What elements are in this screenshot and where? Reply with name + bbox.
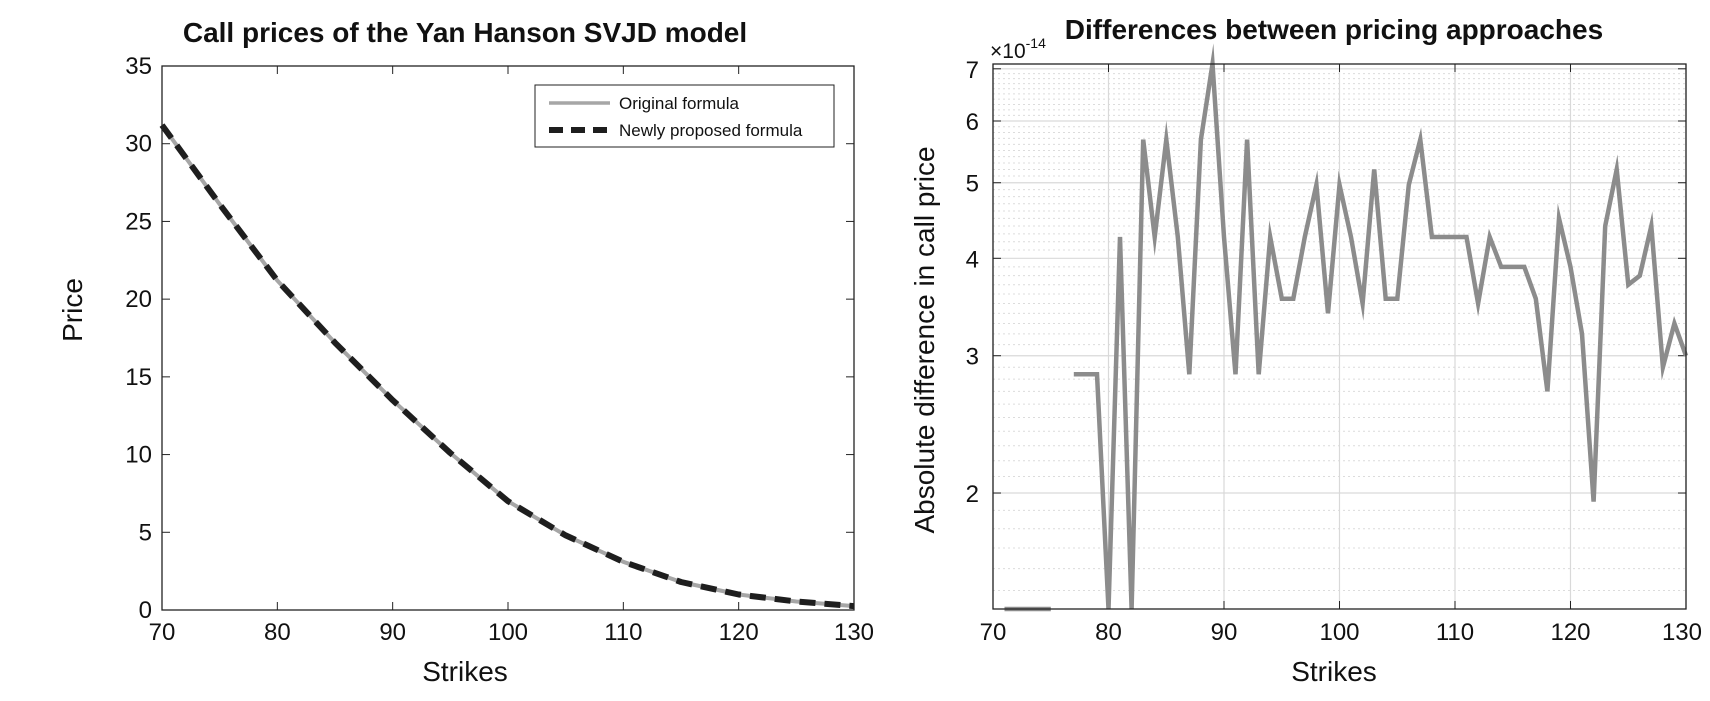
right-y-axis-label: Absolute difference in call price <box>909 146 940 533</box>
y-tick-label: 6 <box>966 109 979 136</box>
y-tick-label: 5 <box>139 519 152 546</box>
right-ticks: 70 80 90 100 110 120 130 2 3 4 5 6 7 <box>966 57 1702 646</box>
y-tick-label: 7 <box>966 57 979 84</box>
y-tick-label: 35 <box>125 53 152 80</box>
y-tick-label: 2 <box>966 481 979 508</box>
x-tick-label: 80 <box>1095 619 1122 646</box>
x-tick-label: 110 <box>1436 619 1474 646</box>
series-line-original <box>160 123 855 609</box>
right-grid <box>992 64 1687 609</box>
legend-label-original: Original formula <box>619 94 740 113</box>
left-ticks: 70 80 90 100 110 120 130 0 5 10 15 20 25 30 35 <box>125 53 874 646</box>
y-exponent-label: ×10-14 <box>990 35 1046 63</box>
x-tick-label: 70 <box>980 619 1007 646</box>
left-plot-frame <box>161 65 855 611</box>
left-lines <box>159 123 855 610</box>
x-tick-label: 130 <box>1662 619 1702 646</box>
x-tick-label: 120 <box>1550 619 1590 646</box>
y-tick-label: 15 <box>125 364 152 391</box>
y-tick-label: 3 <box>966 344 979 371</box>
x-tick-label: 120 <box>719 619 759 646</box>
left-x-axis-label: Strikes <box>422 656 508 687</box>
right-chart-title: Differences between pricing approaches <box>1065 14 1603 45</box>
right-plot-frame <box>992 63 1687 610</box>
x-tick-label: 90 <box>379 619 406 646</box>
right-x-axis-label: Strikes <box>1291 656 1377 687</box>
y-tick-label: 4 <box>966 246 979 273</box>
legend-label-newly-proposed: Newly proposed formula <box>619 121 803 140</box>
exponent-power: -14 <box>1026 35 1046 51</box>
left-y-axis-label: Price <box>57 278 88 342</box>
difference-series-line <box>1073 43 1689 610</box>
x-tick-label: 100 <box>488 619 528 646</box>
x-tick-label: 100 <box>1319 619 1359 646</box>
x-tick-label: 110 <box>604 619 642 646</box>
series-line-newly-proposed <box>159 123 855 610</box>
legend: Original formula Newly proposed formula <box>534 84 835 148</box>
right-chart: Differences between pricing approaches S… <box>909 14 1702 687</box>
right-lines <box>1004 43 1689 612</box>
y-tick-label: 10 <box>125 442 152 469</box>
left-chart-title: Call prices of the Yan Hanson SVJD model <box>183 17 747 48</box>
y-tick-label: 25 <box>125 208 152 235</box>
left-chart: Call prices of the Yan Hanson SVJD model… <box>57 17 874 687</box>
x-tick-label: 80 <box>264 619 291 646</box>
y-tick-label: 5 <box>966 171 979 198</box>
exponent-base: ×10 <box>990 40 1026 63</box>
x-tick-label: 90 <box>1211 619 1238 646</box>
y-tick-label: 0 <box>139 597 152 624</box>
y-tick-label: 20 <box>125 286 152 313</box>
legend-box <box>534 84 835 148</box>
x-tick-label: 130 <box>834 619 874 646</box>
x-tick-label: 70 <box>149 619 176 646</box>
y-tick-label: 30 <box>125 131 152 158</box>
